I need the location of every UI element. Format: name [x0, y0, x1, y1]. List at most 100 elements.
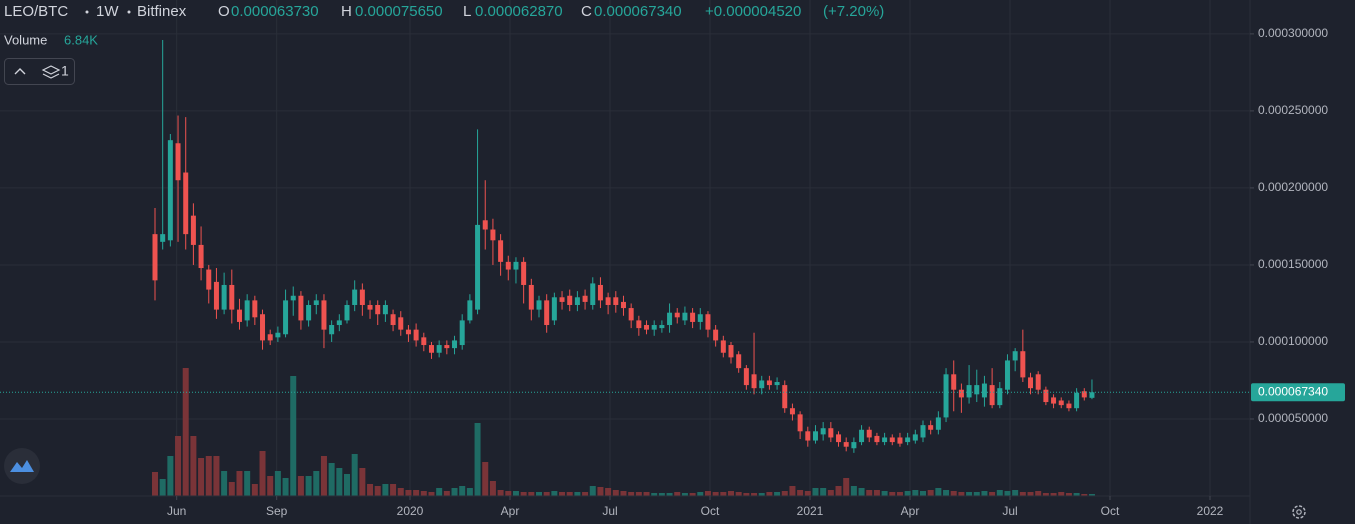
- volume-bar: [605, 488, 612, 496]
- candle-body: [620, 301, 626, 309]
- volume-bar: [689, 493, 696, 496]
- volume-bar: [751, 493, 758, 496]
- exchange: Bitfinex: [137, 3, 187, 20]
- volume-bar: [443, 491, 450, 496]
- volume-bar: [520, 492, 527, 496]
- volume-bar: [320, 456, 327, 496]
- candle-body: [1051, 397, 1057, 404]
- candle-body: [820, 428, 826, 435]
- candle-body: [859, 429, 865, 443]
- candle-body: [905, 437, 911, 443]
- volume-bar: [651, 493, 658, 496]
- volume-bar: [728, 491, 734, 496]
- volume-bar: [512, 491, 519, 496]
- candle-body: [1012, 351, 1018, 361]
- candle-body: [1089, 392, 1095, 398]
- candle-body: [329, 325, 335, 335]
- candle-body: [851, 442, 857, 449]
- volume-bar: [812, 488, 819, 496]
- candle-body: [782, 385, 788, 409]
- volume-name: Volume: [4, 32, 47, 47]
- candle-body: [920, 425, 926, 438]
- volume-bar: [920, 491, 926, 496]
- volume-bar: [797, 490, 804, 496]
- volume-bar: [850, 486, 857, 496]
- volume-bar: [820, 488, 827, 496]
- x-tick-label: 2020: [397, 504, 424, 518]
- volume-bar: [597, 487, 604, 496]
- volume-bar: [681, 493, 688, 496]
- logo-shape: [10, 460, 34, 472]
- x-tick-label: Jun: [167, 504, 186, 518]
- volume-bar: [305, 476, 312, 496]
- volume-bar: [989, 492, 996, 496]
- volume-bar: [205, 456, 212, 496]
- volume-bar: [981, 491, 988, 496]
- candle-body: [774, 382, 780, 386]
- y-tick-label: 0.000250000: [1258, 103, 1328, 117]
- volume-bar: [167, 456, 174, 496]
- volume-bar: [927, 490, 934, 496]
- toggle-box[interactable]: [4, 58, 75, 85]
- candle-body: [935, 417, 941, 430]
- y-tick-label: 0.000200000: [1258, 180, 1328, 194]
- volume-bar: [774, 492, 781, 496]
- volume-bar: [735, 492, 742, 496]
- gear-icon[interactable]: [1292, 505, 1306, 519]
- volume-bar: [697, 492, 704, 496]
- volume-bar: [543, 492, 550, 496]
- indicator-toggle[interactable]: 1: [4, 58, 75, 85]
- candle-body: [306, 304, 312, 321]
- volume-bar: [1012, 490, 1019, 496]
- x-tick-label: 2021: [797, 504, 824, 518]
- candle-body: [436, 345, 442, 353]
- candle-body: [889, 437, 895, 443]
- x-tick-label: Apr: [901, 504, 920, 518]
- logo-circle[interactable]: [4, 448, 40, 484]
- logo[interactable]: [4, 448, 40, 484]
- volume-value: 6.84K: [64, 32, 98, 47]
- volume-bar: [313, 471, 320, 496]
- candle-body: [1081, 391, 1087, 398]
- candle-body: [1035, 374, 1041, 390]
- volume-bar: [505, 491, 512, 496]
- candle-body: [444, 345, 450, 349]
- candle-body: [743, 368, 749, 386]
- volume-bar: [666, 493, 673, 496]
- candle-body: [405, 329, 411, 335]
- candle-body: [336, 320, 342, 326]
- candle-body: [275, 332, 281, 338]
- volume-bar: [789, 486, 796, 496]
- candle-body: [674, 312, 680, 318]
- volume-bar: [251, 484, 258, 496]
- volume-bar: [1088, 493, 1095, 496]
- candle-body: [951, 374, 957, 390]
- candle-body: [352, 289, 358, 305]
- volume-bar: [221, 471, 228, 496]
- volume-bar: [858, 488, 865, 496]
- candle-body: [912, 434, 918, 441]
- candle-body: [1028, 377, 1034, 389]
- candle-body: [390, 314, 396, 326]
- candle-body: [812, 431, 818, 441]
- volume-bar: [866, 490, 873, 496]
- volume-bar: [175, 436, 182, 496]
- candle-body: [321, 300, 327, 330]
- settings[interactable]: [1292, 505, 1306, 519]
- candle-body: [267, 334, 273, 341]
- volume-bar: [896, 492, 903, 496]
- volume-bar: [374, 486, 381, 496]
- symbol: LEO/BTC: [4, 3, 68, 20]
- volume-bar: [290, 376, 297, 496]
- y-tick-label: 0.000150000: [1258, 257, 1328, 271]
- candle-body: [690, 312, 696, 322]
- volume-bar: [267, 476, 274, 496]
- volume-bar: [804, 491, 811, 496]
- volume-bar: [566, 492, 573, 496]
- candle-body: [574, 297, 580, 305]
- volume-bar: [451, 488, 458, 496]
- volume-bar: [436, 488, 443, 496]
- volume-bar: [827, 490, 834, 496]
- volume-bar: [720, 492, 727, 496]
- x-tick-label: Apr: [501, 504, 520, 518]
